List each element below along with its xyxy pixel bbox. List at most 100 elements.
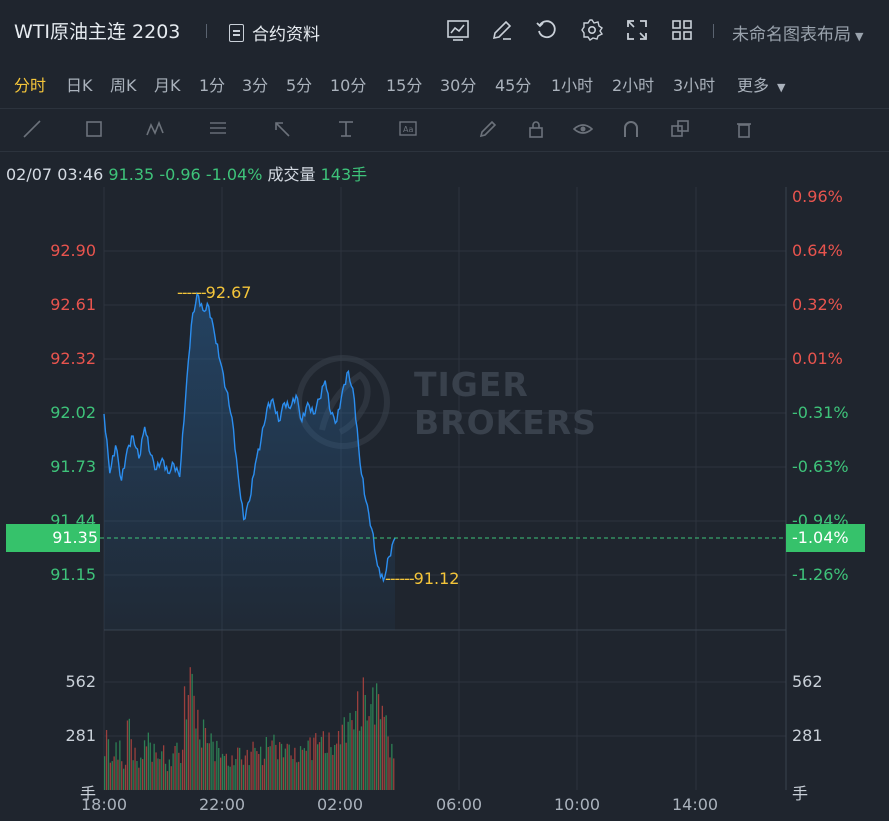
tab-month-k[interactable]: 月K <box>154 76 181 95</box>
arrow-tool-icon[interactable] <box>272 119 292 139</box>
current-pct-value: -1.04% <box>792 528 849 547</box>
volume-bar <box>376 683 378 790</box>
quote-change-pct: -1.04% <box>205 165 263 184</box>
volume-bar <box>166 771 169 790</box>
volume-bar <box>318 742 321 790</box>
tab-1hour[interactable]: 1小时 <box>551 76 594 95</box>
volume-bar <box>180 763 182 790</box>
volume-bar <box>214 761 216 790</box>
volume-bar <box>227 765 229 790</box>
tab-week-k[interactable]: 周K <box>110 76 137 95</box>
layers-icon[interactable] <box>670 119 690 139</box>
tab-day-k[interactable]: 日K <box>66 76 93 95</box>
volume-bar <box>105 730 108 790</box>
volume-bar <box>288 744 290 790</box>
volume-bar <box>360 726 363 790</box>
tab-10min[interactable]: 10分 <box>330 76 367 95</box>
fib-tool-icon[interactable] <box>208 119 228 139</box>
volume-bar <box>328 732 330 790</box>
volume-bar <box>178 752 180 790</box>
tab-2hour[interactable]: 2小时 <box>612 76 655 95</box>
volume-bar <box>313 737 315 790</box>
text-tool-icon[interactable]: Aa <box>398 119 418 139</box>
watermark-line-2: BROKERS <box>414 403 597 442</box>
volume-bar <box>290 755 292 790</box>
volume-bar <box>324 753 326 790</box>
tab-15min[interactable]: 15分 <box>386 76 423 95</box>
volume-bar <box>277 759 279 790</box>
rectangle-tool-icon[interactable] <box>84 119 104 139</box>
volume-bar <box>153 743 155 790</box>
volume-bar <box>143 740 146 790</box>
volume-bar <box>208 743 210 790</box>
caret-down-icon: ▼ <box>855 30 864 43</box>
volume-bar <box>391 743 393 790</box>
tab-1min[interactable]: 1分 <box>199 76 226 95</box>
volume-bar <box>218 748 220 790</box>
volume-bar <box>294 747 296 790</box>
trendline-tool-icon[interactable] <box>22 119 42 139</box>
magnet-icon[interactable] <box>621 119 641 139</box>
volume-bar <box>368 716 370 790</box>
tiger-logo-icon <box>296 355 390 449</box>
brush-tool-icon[interactable] <box>478 119 498 139</box>
tab-3hour[interactable]: 3小时 <box>673 76 716 95</box>
volume-bar <box>320 736 323 790</box>
volume-bar <box>168 759 170 790</box>
volume-bar <box>199 739 201 790</box>
lock-icon[interactable] <box>526 119 546 139</box>
refresh-icon[interactable] <box>535 18 559 42</box>
volume-bar <box>246 749 248 790</box>
time-axis-label: 18:00 <box>81 795 128 814</box>
chart-type-icon[interactable] <box>446 18 470 42</box>
volume-bar <box>225 753 227 790</box>
current-pct-tag: -1.04% <box>786 524 865 552</box>
volume-bar <box>130 739 132 790</box>
volume-bar <box>242 764 245 790</box>
pct-axis-label: -1.26% <box>792 565 849 584</box>
document-icon <box>229 24 244 42</box>
trash-icon[interactable] <box>734 119 754 139</box>
volume-bar <box>265 737 267 790</box>
grid-layout-icon[interactable] <box>670 18 694 42</box>
volume-axis-label: 562 <box>792 672 823 691</box>
volume-bar <box>157 758 159 790</box>
caret-down-icon: ▼ <box>777 81 786 94</box>
measure-tool-icon[interactable] <box>336 119 356 139</box>
header-bar: WTI原油主连 2203 合约资料 未命名图表布局 ▼ <box>0 0 889 60</box>
volume-bar <box>377 694 380 790</box>
eye-icon[interactable] <box>573 119 593 139</box>
volume-bar <box>280 743 283 790</box>
tab-45min[interactable]: 45分 <box>495 76 532 95</box>
tab-fenshi[interactable]: 分时 <box>14 76 47 95</box>
fullscreen-icon[interactable] <box>625 18 649 42</box>
tab-3min[interactable]: 3分 <box>242 76 269 95</box>
volume-bar <box>204 728 207 790</box>
volume-bar <box>267 747 269 790</box>
volume-bar <box>353 729 355 790</box>
volume-bar <box>366 720 368 790</box>
contract-info-button[interactable]: 合约资料 <box>229 20 320 45</box>
layout-selector[interactable]: 未命名图表布局 ▼ <box>732 20 863 45</box>
price-axis-label: 92.02 <box>50 403 96 422</box>
volume-bar <box>305 750 307 790</box>
edit-icon[interactable] <box>490 18 514 42</box>
tab-more[interactable]: 更多 ▼ <box>737 72 785 96</box>
tab-30min[interactable]: 30分 <box>440 76 477 95</box>
volume-bar <box>393 758 395 790</box>
volume-bar <box>256 751 258 790</box>
volume-bar <box>357 691 359 790</box>
volume-bar <box>330 747 332 790</box>
volume-bar <box>275 744 277 790</box>
volume-label: 成交量 <box>267 165 316 184</box>
volume-bar <box>176 742 178 790</box>
volume-bar <box>309 737 311 790</box>
tab-5min[interactable]: 5分 <box>286 76 313 95</box>
volume-bar <box>233 765 235 790</box>
volume-bar <box>284 748 286 790</box>
pattern-tool-icon[interactable] <box>146 119 166 139</box>
gear-icon[interactable] <box>580 18 604 42</box>
volume-bar <box>115 742 117 790</box>
volume-bar <box>263 758 266 790</box>
instrument-title[interactable]: WTI原油主连 2203 <box>14 21 181 43</box>
